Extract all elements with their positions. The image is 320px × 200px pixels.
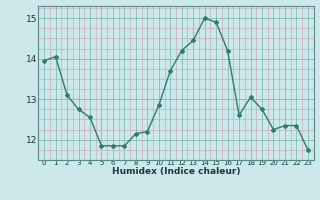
X-axis label: Humidex (Indice chaleur): Humidex (Indice chaleur) xyxy=(112,167,240,176)
